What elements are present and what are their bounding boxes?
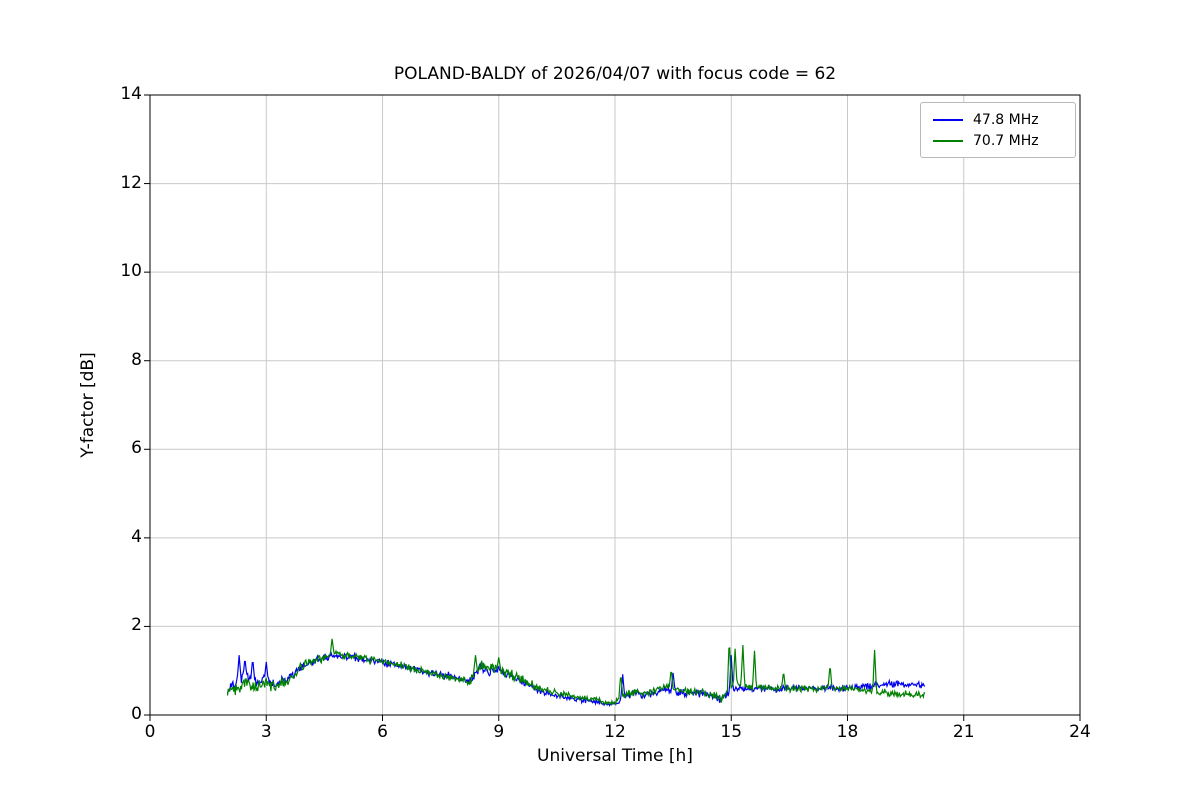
x-tick-label: 12 [604, 722, 626, 742]
x-tick-label: 6 [377, 722, 388, 742]
y-tick-label: 8 [131, 349, 142, 370]
legend-item-label: 70.7 MHz [973, 132, 1039, 149]
x-tick-label: 24 [1069, 722, 1091, 742]
legend-item: 47.8 MHz [929, 109, 1067, 130]
legend-line-icon [933, 139, 963, 142]
y-tick-label: 14 [120, 84, 142, 104]
x-tick-label: 15 [720, 722, 743, 742]
x-axis-label: Universal Time [h] [537, 746, 693, 766]
series-line-70-7-mhz [226, 638, 926, 707]
x-tick-label: 3 [260, 722, 272, 742]
y-tick-label: 6 [131, 438, 142, 459]
y-tick-label: 4 [131, 526, 142, 547]
legend-line-icon [933, 118, 963, 121]
legend-item-label: 47.8 MHz [973, 111, 1039, 128]
y-tick-label: 10 [120, 261, 142, 282]
x-tick-label: 18 [836, 722, 859, 742]
legend-item: 70.7 MHz [929, 130, 1067, 151]
x-tick-label: 21 [952, 722, 975, 742]
y-tick-label: 12 [120, 172, 142, 193]
y-tick-label: 2 [131, 615, 142, 636]
x-tick-label: 9 [493, 722, 505, 742]
y-tick-label: 0 [131, 704, 142, 724]
chart-title: POLAND-BALDY of 2026/04/07 with focus co… [393, 64, 837, 84]
x-tick-label: 0 [144, 722, 156, 742]
legend: 47.8 MHz 70.7 MHz [920, 102, 1076, 158]
